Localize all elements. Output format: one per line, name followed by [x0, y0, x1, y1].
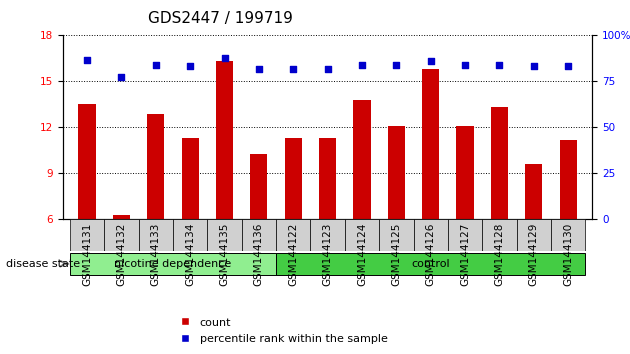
Text: GSM144136: GSM144136 — [254, 223, 264, 286]
FancyBboxPatch shape — [173, 219, 207, 251]
Bar — [113, 215, 130, 219]
Text: GSM144131: GSM144131 — [82, 223, 92, 286]
Bar — [79, 104, 96, 219]
Text: GSM144124: GSM144124 — [357, 223, 367, 286]
Text: GSM144127: GSM144127 — [460, 223, 470, 286]
FancyBboxPatch shape — [551, 219, 585, 251]
FancyBboxPatch shape — [448, 219, 482, 251]
Point — [391, 62, 401, 67]
Bar — [457, 126, 474, 219]
Bar — [250, 154, 268, 219]
Point — [82, 57, 92, 63]
Text: GSM144135: GSM144135 — [219, 223, 229, 286]
Bar — [285, 138, 302, 219]
FancyBboxPatch shape — [276, 219, 311, 251]
Bar — [422, 69, 439, 219]
Bar — [491, 108, 508, 219]
Bar — [525, 164, 542, 219]
Point — [495, 62, 505, 67]
Text: GSM144133: GSM144133 — [151, 223, 161, 286]
FancyBboxPatch shape — [139, 219, 173, 251]
Text: GSM144132: GSM144132 — [117, 223, 127, 286]
FancyBboxPatch shape — [276, 253, 585, 275]
Bar — [353, 100, 370, 219]
Point — [563, 63, 573, 69]
Point — [323, 66, 333, 72]
Text: nicotine dependence: nicotine dependence — [114, 259, 232, 269]
Text: GSM144128: GSM144128 — [495, 223, 505, 286]
Point — [357, 62, 367, 67]
Text: disease state: disease state — [6, 259, 81, 269]
Point — [151, 62, 161, 67]
FancyBboxPatch shape — [104, 219, 139, 251]
Text: GSM144129: GSM144129 — [529, 223, 539, 286]
FancyBboxPatch shape — [242, 219, 276, 251]
Bar — [216, 62, 233, 219]
FancyBboxPatch shape — [207, 219, 242, 251]
Point — [254, 66, 264, 72]
Text: control: control — [411, 259, 450, 269]
Point — [426, 59, 436, 64]
Bar — [181, 138, 198, 219]
Text: GSM144130: GSM144130 — [563, 223, 573, 286]
FancyBboxPatch shape — [413, 219, 448, 251]
Point — [460, 62, 470, 67]
FancyBboxPatch shape — [482, 219, 517, 251]
Text: GSM144126: GSM144126 — [426, 223, 436, 286]
Text: GSM144134: GSM144134 — [185, 223, 195, 286]
Legend: count, percentile rank within the sample: count, percentile rank within the sample — [175, 313, 392, 348]
Point — [529, 63, 539, 69]
Bar — [147, 114, 164, 219]
Point — [219, 56, 229, 61]
FancyBboxPatch shape — [70, 253, 276, 275]
FancyBboxPatch shape — [311, 219, 345, 251]
Bar — [319, 138, 336, 219]
FancyBboxPatch shape — [517, 219, 551, 251]
Point — [117, 74, 127, 80]
Point — [288, 66, 298, 72]
Bar — [387, 126, 405, 219]
Bar — [559, 140, 576, 219]
Text: GSM144125: GSM144125 — [391, 223, 401, 286]
Point — [185, 63, 195, 69]
FancyBboxPatch shape — [345, 219, 379, 251]
Text: GDS2447 / 199719: GDS2447 / 199719 — [148, 11, 293, 25]
Text: GSM144123: GSM144123 — [323, 223, 333, 286]
FancyBboxPatch shape — [379, 219, 413, 251]
FancyBboxPatch shape — [70, 219, 104, 251]
Text: GSM144122: GSM144122 — [289, 223, 298, 286]
